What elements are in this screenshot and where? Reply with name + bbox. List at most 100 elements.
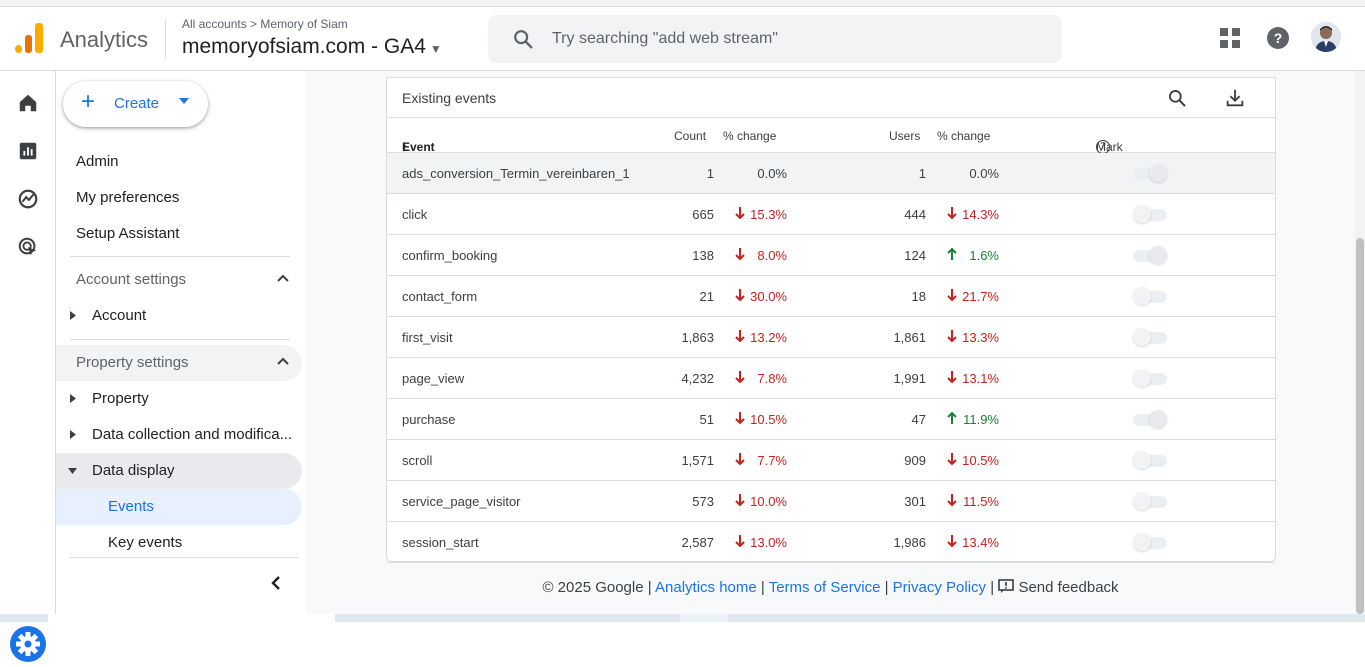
key-event-toggle[interactable] [1133,451,1167,469]
search-icon [514,30,533,49]
table-row[interactable]: purchase 51 10.5% 47 11.9% [387,399,1275,440]
reports-icon[interactable] [17,140,39,162]
account-settings-label: Account settings [76,271,187,288]
tree-account-label: Account [92,307,147,324]
key-event-toggle[interactable] [1133,287,1167,305]
property-settings-header[interactable]: Property settings [56,345,302,381]
plus-icon: + [81,88,96,115]
table-row[interactable]: first_visit 1,863 13.2% 1,861 13.3% [387,317,1275,358]
sub-key-events[interactable]: Key events [56,525,302,561]
nav-admin[interactable]: Admin [76,153,119,170]
os-taskbar [0,614,1365,622]
collapse-left-icon[interactable] [268,573,284,593]
event-name: confirm_booking [402,248,498,263]
key-event-toggle[interactable] [1133,328,1167,346]
key-event-toggle[interactable] [1133,246,1167,264]
help-circle-icon: ? [1096,140,1110,154]
scrollbar-thumb[interactable] [1356,238,1364,614]
create-label: Create [114,95,160,112]
event-name: purchase [402,412,456,427]
nav-my-preferences[interactable]: My preferences [76,189,180,206]
table-row[interactable]: service_page_visitor 573 10.0% 301 11.5% [387,481,1275,522]
main-content: Existing events Event name ↑ Count % cha… [306,71,1355,614]
avatar[interactable] [1311,22,1341,52]
table-row[interactable]: contact_form 21 30.0% 18 21.7% [387,276,1275,317]
table-row[interactable]: confirm_booking 138 8.0% 124 1.6% [387,235,1275,276]
explore-icon[interactable] [17,188,39,210]
account-settings-header[interactable]: Account settings [56,262,302,298]
send-feedback-button[interactable]: Send feedback [998,579,1119,596]
search-input[interactable]: Try searching "add web stream" [552,30,778,47]
footer-sep: | [884,579,889,596]
sub-events[interactable]: Events [56,489,302,525]
download-icon[interactable] [1224,87,1246,109]
key-event-toggle[interactable] [1133,492,1167,510]
taskbar-window[interactable] [48,614,335,622]
nav-setup-assistant[interactable]: Setup Assistant [76,225,180,242]
event-count: 1,571 [681,453,714,468]
event-count: 1 [706,166,714,181]
arrow-down-icon [735,330,745,343]
breadcrumb[interactable]: All accounts > Memory of Siam [182,17,348,31]
advertising-icon[interactable] [17,236,39,258]
tree-property-label: Property [92,390,149,407]
arrow-down-icon [947,207,957,220]
create-button[interactable]: + Create [63,81,208,127]
event-name: service_page_visitor [402,494,521,509]
table-row[interactable]: scroll 1,571 7.7% 909 10.5% [387,440,1275,481]
arrow-down-icon [735,494,745,507]
arrow-down-icon [947,330,957,343]
col-count[interactable]: Count [674,129,707,143]
col-count-change: % change [723,129,777,143]
tree-data-display[interactable]: Data display [56,453,302,489]
footer-sep: | [990,579,995,596]
admin-sidebar: + Create Admin My preferences Setup Assi… [56,71,306,622]
home-icon[interactable] [17,92,39,114]
dropdown-arrow-icon[interactable] [179,98,189,104]
property-selector[interactable]: memoryofsiam.com - GA4 ▼ [182,35,442,59]
left-rail [0,71,56,662]
link-analytics-home[interactable]: Analytics home [655,579,757,596]
tree-data-collection[interactable]: Data collection and modifica... [56,417,302,453]
arrow-down-icon [735,412,745,425]
analytics-logo[interactable] [15,23,43,53]
table-row[interactable]: page_view 4,232 7.8% 1,991 13.1% [387,358,1275,399]
key-event-toggle[interactable] [1133,533,1167,551]
event-users: 1,861 [893,330,926,345]
search-box[interactable]: Try searching "add web stream" [488,15,1062,63]
help-icon[interactable]: ? [1267,27,1289,49]
link-terms[interactable]: Terms of Service [768,579,881,596]
key-event-toggle[interactable] [1133,205,1167,223]
sort-ascending-icon: ↑ [402,140,408,154]
link-privacy[interactable]: Privacy Policy [892,579,987,596]
event-name: click [402,207,428,222]
key-event-toggle[interactable] [1133,369,1167,387]
col-users[interactable]: Users [889,129,921,143]
footer: © 2025 Google | Analytics home | Terms o… [306,579,1355,596]
apps-grid-icon[interactable] [1220,28,1240,48]
search-icon[interactable] [1167,88,1187,108]
divider [70,256,290,257]
table-row[interactable]: session_start 2,587 13.0% 1,986 13.4% [387,522,1275,563]
arrow-down-icon [947,494,957,507]
feedback-icon [998,579,1015,593]
table-row[interactable]: click 665 15.3% 444 14.3% [387,194,1275,235]
app-name[interactable]: Analytics [60,27,149,52]
key-event-toggle[interactable] [1133,164,1167,182]
breadcrumb-all-accounts[interactable]: All accounts [182,17,247,31]
arrow-down-icon [735,453,745,466]
event-count: 51 [699,412,714,427]
arrow-down-icon [947,371,957,384]
breadcrumb-account[interactable]: Memory of Siam [260,17,348,31]
event-count: 138 [692,248,714,263]
event-count: 2,587 [681,535,714,550]
card-header: Existing events [387,78,1275,118]
key-event-toggle[interactable] [1133,410,1167,428]
scrollbar[interactable] [1355,71,1365,614]
taskbar-window[interactable] [680,614,728,622]
tree-account[interactable]: Account [56,298,302,334]
admin-gear-icon[interactable] [10,626,46,662]
event-name: scroll [402,453,433,468]
tree-property[interactable]: Property [56,381,302,417]
table-row[interactable]: ads_conversion_Termin_vereinbaren_1 1 0.0%… [387,153,1275,194]
